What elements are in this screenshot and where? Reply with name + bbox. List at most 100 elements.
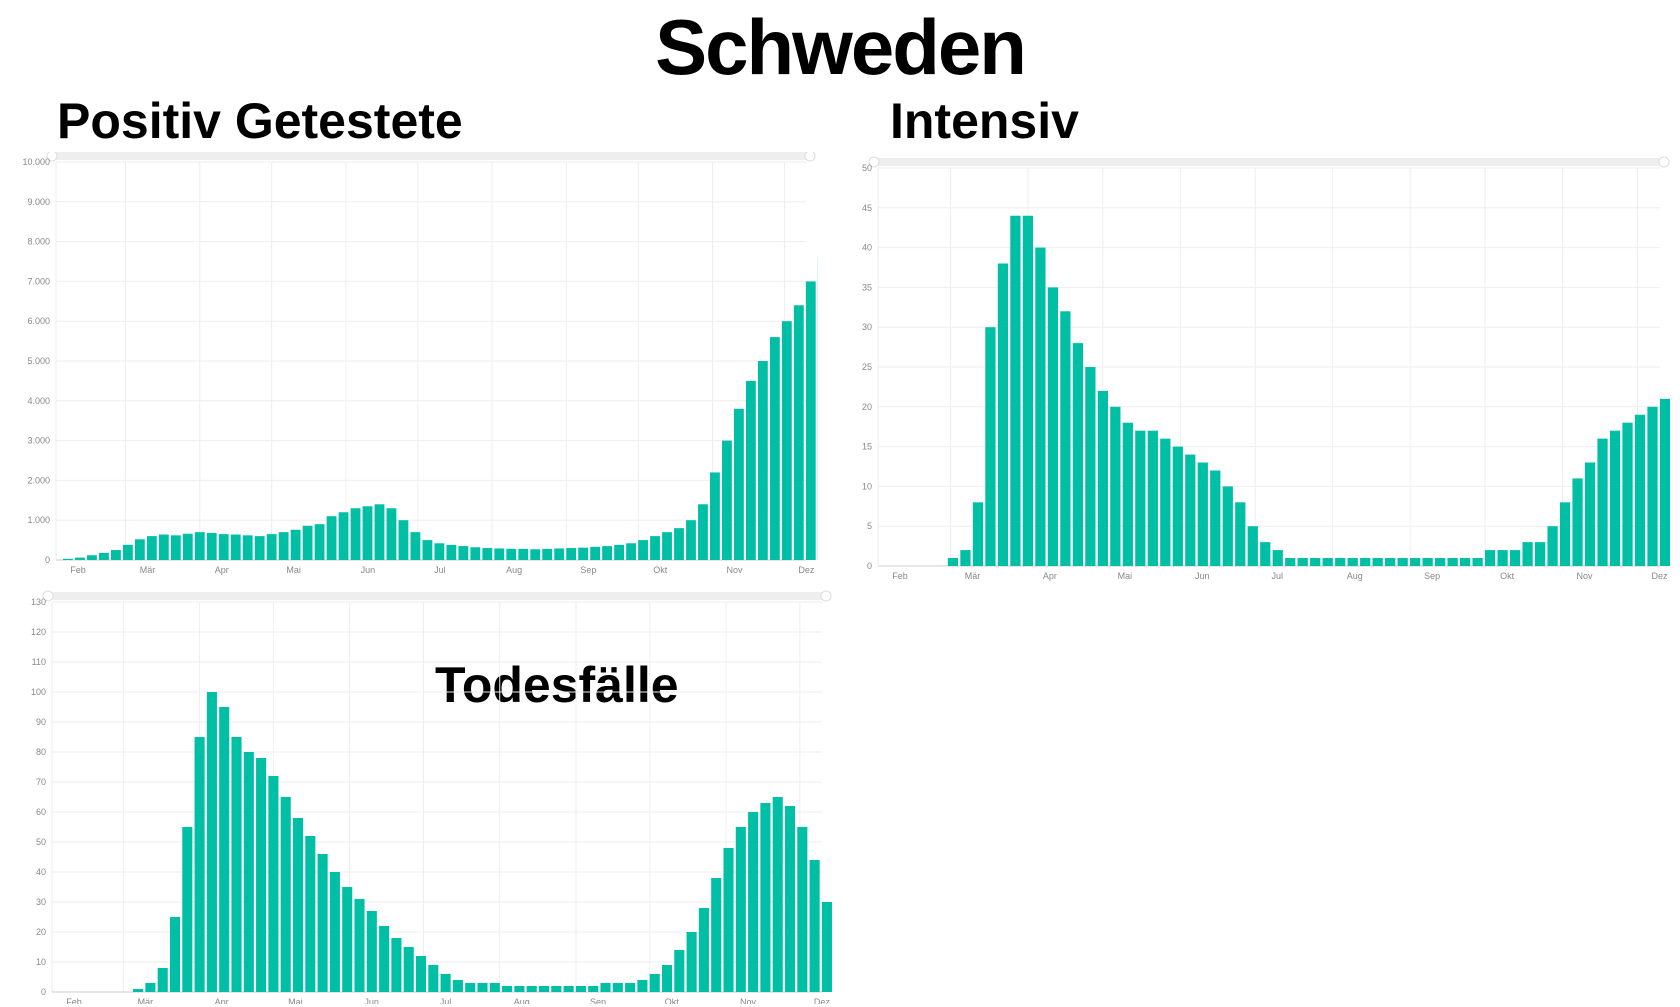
bar [566, 548, 577, 560]
bar [1460, 558, 1471, 566]
bar [748, 812, 759, 992]
x-tick-label: Jul [434, 565, 446, 575]
bar [87, 555, 97, 560]
y-tick-label: 130 [31, 597, 46, 607]
x-tick-label: Dez [798, 565, 815, 575]
bar [745, 380, 756, 560]
bar [1247, 526, 1258, 566]
bar [1260, 542, 1271, 566]
x-tick-label: Aug [514, 997, 530, 1004]
x-tick-label: Nov [727, 565, 744, 575]
bar [1185, 454, 1196, 566]
bar [75, 557, 85, 560]
bar [506, 548, 517, 560]
bar [518, 548, 529, 560]
bar [972, 502, 984, 566]
bar [686, 520, 696, 560]
bar [350, 508, 361, 560]
bar [626, 543, 636, 560]
bar [637, 980, 648, 992]
bar [1509, 550, 1521, 566]
bar [1472, 558, 1483, 566]
y-tick-label: 9.000 [27, 197, 50, 207]
y-tick-label: 50 [862, 163, 872, 173]
bar [526, 986, 537, 992]
x-tick-label: Apr [1043, 571, 1057, 581]
bar [134, 539, 145, 560]
bar [1522, 542, 1533, 566]
bar [686, 932, 697, 992]
bar [590, 546, 601, 560]
bar [1322, 558, 1333, 566]
bar [1372, 558, 1383, 566]
x-tick-label: Mai [286, 565, 301, 575]
bar [710, 472, 720, 560]
x-tick-label: Dez [1652, 571, 1669, 581]
x-tick-label: Apr [215, 565, 229, 575]
y-tick-label: 110 [32, 657, 46, 667]
bar [1097, 390, 1108, 566]
bar [1010, 215, 1021, 566]
bar [1659, 398, 1670, 566]
bar [329, 872, 340, 992]
bar [470, 547, 481, 560]
range-scrollbar [48, 592, 826, 600]
deaths-chart: 0 10 20 30 40 50 60 70 80 90 100 110 120 130 Feb Mär Apr… [31, 590, 832, 1004]
bar [290, 529, 301, 560]
bar [169, 917, 181, 992]
bar [278, 532, 289, 560]
x-tick-label: Nov [1577, 571, 1594, 581]
y-tick-label: 80 [36, 747, 46, 757]
bar [1060, 311, 1071, 566]
bar [219, 707, 230, 992]
bar [317, 854, 328, 992]
y-tick-label: 90 [36, 717, 46, 727]
y-tick-label: 5 [867, 521, 872, 531]
bar [1085, 367, 1096, 566]
bar [1572, 478, 1583, 566]
x-tick-label: Sep [1424, 571, 1440, 581]
bar [256, 758, 267, 992]
y-tick-label: 40 [862, 243, 872, 253]
bar [440, 974, 451, 992]
y-tick-label: 45 [862, 203, 872, 213]
bar [757, 361, 768, 560]
bar [206, 532, 217, 560]
bar [1547, 526, 1558, 566]
bar [1160, 438, 1171, 566]
bar [146, 536, 157, 560]
y-tick-label: 20 [862, 402, 872, 412]
x-tick-label: Jul [1272, 571, 1284, 581]
bar [366, 911, 377, 992]
y-tick-label: 0 [41, 987, 46, 997]
range-handle-left [46, 152, 58, 162]
bar [242, 535, 253, 560]
x-tick-label: Okt [1500, 571, 1515, 581]
bar [674, 950, 685, 992]
bar [182, 533, 193, 560]
page-title: Schweden [655, 3, 1027, 91]
bar [1022, 215, 1034, 566]
bar [1110, 406, 1121, 566]
bar [661, 965, 673, 992]
y-tick-label: 1.000 [27, 515, 50, 525]
bar [1047, 287, 1059, 566]
bar [170, 535, 181, 560]
x-tick-label: Dez [814, 997, 831, 1004]
positive-tests-chart: 0 1.000 2.000 3.000 4.000 5.000 6.000 7.000 8.00… [22, 152, 818, 575]
range-handle-right [1658, 156, 1670, 168]
bar [502, 986, 513, 992]
x-tick-label: Mär [965, 571, 981, 581]
bar [1597, 438, 1608, 566]
x-tick-label: Aug [506, 565, 522, 575]
bar [1609, 430, 1621, 566]
y-tick-label: 20 [36, 927, 46, 937]
range-handle-left [42, 590, 54, 602]
bar [1172, 446, 1183, 566]
bar [769, 337, 780, 560]
bar [760, 803, 771, 992]
bar [302, 525, 313, 560]
chart-title-icu: Intensiv [890, 93, 1079, 149]
bar [781, 321, 792, 560]
x-tick-label: Jun [361, 565, 376, 575]
